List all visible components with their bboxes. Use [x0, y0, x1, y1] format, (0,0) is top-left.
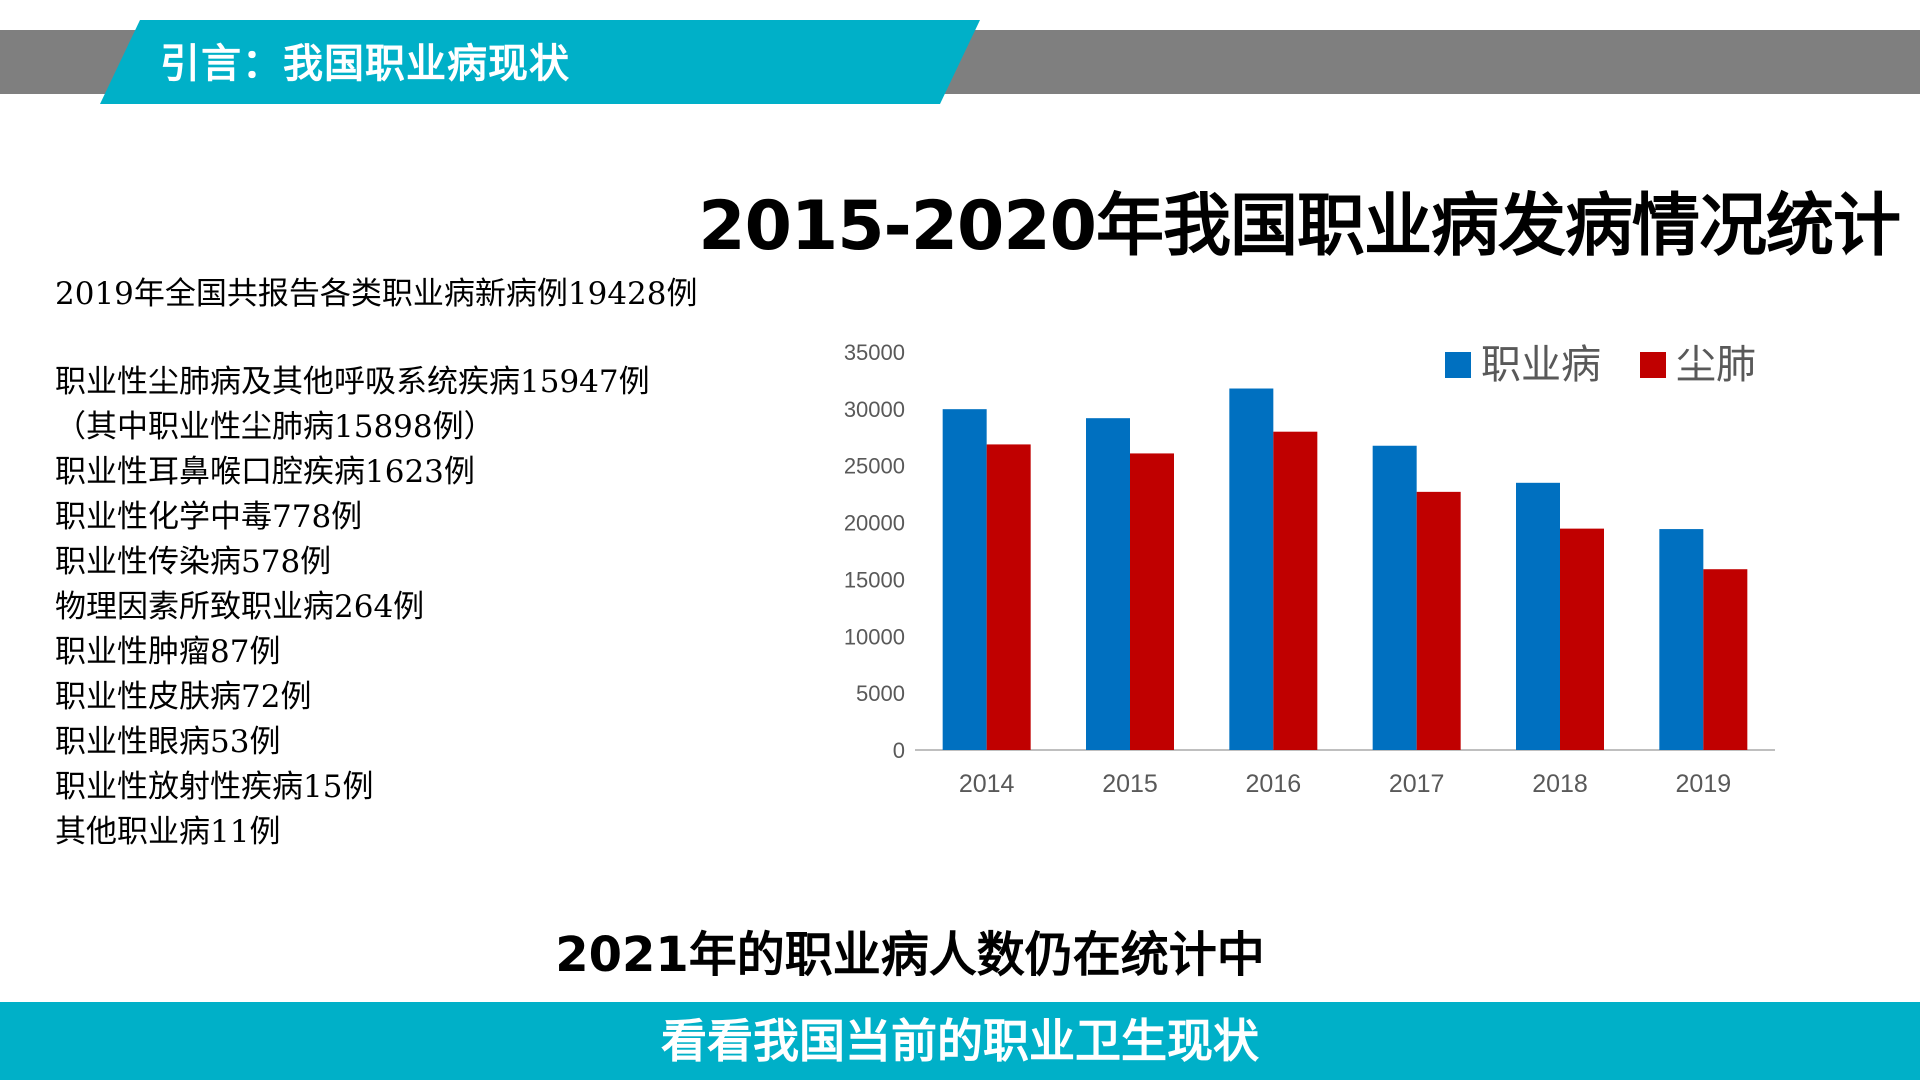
bar-pneumoconiosis	[1416, 491, 1461, 750]
legend-swatch	[1640, 352, 1666, 378]
bar-occupational	[942, 409, 987, 750]
disease-item: 职业性传染病578例	[55, 544, 332, 580]
disease-item: 职业性放射性疾病15例	[55, 769, 374, 805]
x-tick-label: 2017	[1389, 770, 1445, 798]
bar-occupational	[1086, 418, 1130, 750]
disease-item: 职业性尘肺病及其他呼吸系统疾病15947例	[55, 364, 650, 400]
disease-item: 职业性眼病53例	[55, 724, 281, 760]
legend-label: 职业病	[1481, 343, 1601, 387]
chart-heading: 2015-2020年我国职业病发病情况统计	[698, 187, 1901, 266]
note-line: 2021年的职业病人数仍在统计中	[555, 927, 1265, 983]
x-tick-label: 2019	[1676, 770, 1732, 798]
y-tick-label: 10000	[844, 624, 905, 649]
bar-pneumoconiosis	[1560, 528, 1604, 750]
disease-item: 物理因素所致职业病264例	[55, 589, 425, 625]
bar-pneumoconiosis	[1703, 569, 1748, 750]
y-tick-label: 20000	[844, 511, 905, 536]
x-tick-label: 2018	[1532, 770, 1588, 798]
y-tick-label: 15000	[844, 567, 905, 592]
disease-item: 职业性耳鼻喉口腔疾病1623例	[55, 454, 475, 490]
header-title: 引言：我国职业病现状	[160, 41, 570, 87]
bar-occupational	[1229, 388, 1274, 750]
y-tick-label: 30000	[844, 397, 905, 422]
footer-text: 看看我国当前的职业卫生现状	[661, 1014, 1259, 1068]
bar-pneumoconiosis	[1273, 431, 1318, 750]
legend-swatch	[1445, 352, 1471, 378]
disease-item: 其他职业病11例	[55, 814, 281, 850]
bar-pneumoconiosis	[1130, 453, 1174, 750]
bar-occupational	[1659, 529, 1704, 750]
disease-item: （其中职业性尘肺病15898例）	[55, 409, 495, 445]
disease-list: 职业性尘肺病及其他呼吸系统疾病15947例 （其中职业性尘肺病15898例） 职…	[55, 360, 650, 855]
bar-occupational	[1516, 482, 1560, 750]
disease-item: 职业性化学中毒778例	[55, 499, 363, 535]
bar-pneumoconiosis	[986, 444, 1031, 750]
header-teal-banner	[100, 20, 980, 104]
summary-line: 2019年全国共报告各类职业病新病例19428例	[55, 276, 698, 312]
bar-chart: 0 5000 10000 15000 20000 25000 30000 35000 2014 2…	[844, 340, 1775, 798]
y-tick-label: 0	[893, 738, 905, 763]
footer-band	[0, 1002, 1920, 1080]
y-tick-label: 35000	[844, 340, 905, 365]
x-tick-label: 2016	[1246, 770, 1302, 798]
x-tick-label: 2014	[959, 770, 1015, 798]
disease-item: 职业性肿瘤87例	[55, 634, 281, 670]
legend-label: 尘肺	[1676, 343, 1756, 387]
bar-occupational	[1372, 445, 1417, 750]
x-tick-label: 2015	[1102, 770, 1158, 798]
disease-item: 职业性皮肤病72例	[55, 679, 312, 715]
y-tick-label: 5000	[856, 681, 905, 706]
y-tick-label: 25000	[844, 454, 905, 479]
